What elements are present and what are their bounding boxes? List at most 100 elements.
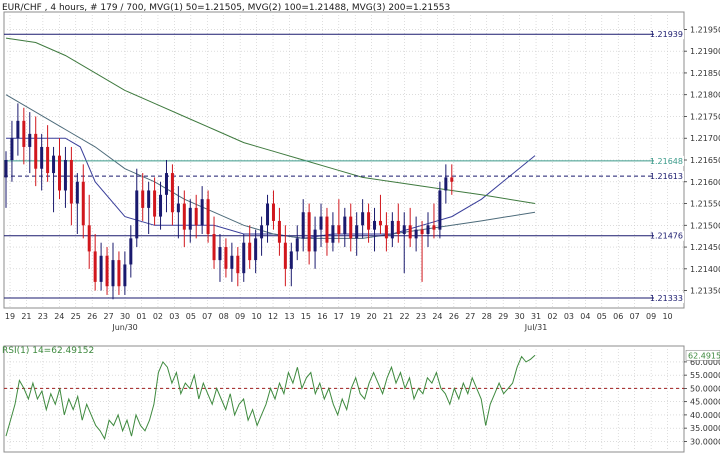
candle-body bbox=[34, 133, 38, 169]
candle-body bbox=[16, 120, 20, 139]
rsi-grid bbox=[4, 346, 684, 452]
x-tick-label: 26 bbox=[449, 312, 459, 321]
candle-body bbox=[164, 173, 168, 195]
x-tick-label: 29 bbox=[498, 312, 508, 321]
y-tick-label: 1.21400 bbox=[690, 265, 720, 274]
x-tick-label: 07 bbox=[630, 312, 640, 321]
x-tick-label: 16 bbox=[317, 312, 327, 321]
y-tick-label: 1.21750 bbox=[690, 112, 720, 121]
x-tick-label: 22 bbox=[399, 312, 409, 321]
candle-body bbox=[319, 216, 323, 230]
x-tick-label: 12 bbox=[268, 312, 278, 321]
ma-line-0 bbox=[6, 137, 536, 239]
x-tick-label: 30 bbox=[515, 312, 525, 321]
x-tick-label: 23 bbox=[416, 312, 426, 321]
x-tick-label: 02 bbox=[153, 312, 163, 321]
x-tick-label: 19 bbox=[5, 312, 15, 321]
candle-body bbox=[384, 225, 388, 239]
rsi-tick-label: 55.00000 bbox=[690, 371, 720, 380]
y-tick-label: 1.21650 bbox=[690, 156, 720, 165]
candle-body bbox=[135, 190, 139, 239]
candle-body bbox=[373, 220, 377, 230]
x-tick-label: 19 bbox=[350, 312, 360, 321]
rsi-tick-label: 50.00000 bbox=[690, 384, 720, 393]
rsi-line bbox=[5, 354, 536, 441]
x-tick-label: 15 bbox=[301, 312, 311, 321]
x-tick-label: 03 bbox=[169, 312, 179, 321]
x-tick-label: 09 bbox=[646, 312, 656, 321]
rsi-line-group bbox=[5, 354, 536, 441]
candle-body bbox=[444, 177, 448, 191]
y-tick-label: 1.21500 bbox=[690, 221, 720, 230]
rsi-tick-label: 60.00000 bbox=[690, 358, 720, 367]
x-tick-label: 10 bbox=[251, 312, 261, 321]
candle-body bbox=[361, 212, 365, 226]
rsi-panel[interactable] bbox=[3, 345, 685, 453]
x-tick-label: 07 bbox=[202, 312, 212, 321]
rsi-axis: 60.00000 55.00000 50.00000 45.00000 40.00000… bbox=[684, 349, 720, 446]
rsi-current-label: 62.49152 bbox=[688, 351, 720, 360]
candle-body bbox=[81, 181, 85, 226]
x-tick-label: 17 bbox=[334, 312, 344, 321]
candle-body bbox=[248, 242, 252, 261]
candle-body bbox=[254, 238, 258, 261]
candle-body bbox=[438, 190, 442, 230]
candle-body bbox=[414, 229, 418, 239]
rsi-tick-label: 35.00000 bbox=[690, 424, 720, 433]
candle-body bbox=[129, 238, 133, 265]
candle-body bbox=[266, 203, 270, 226]
level-label: 1.21939 bbox=[650, 30, 683, 39]
candle-body bbox=[432, 225, 436, 230]
level-label: 1.21648 bbox=[650, 157, 683, 166]
x-tick-label: 20 bbox=[367, 312, 377, 321]
candle-body bbox=[390, 220, 394, 239]
x-tick-label: 02 bbox=[547, 312, 557, 321]
candle-body bbox=[57, 155, 61, 191]
y-tick-label: 1.21550 bbox=[690, 200, 720, 209]
candle-body bbox=[450, 177, 454, 182]
candle-body bbox=[28, 133, 32, 147]
x-tick-label: 08 bbox=[219, 312, 229, 321]
candle-body bbox=[69, 160, 73, 204]
candle-body bbox=[75, 181, 79, 204]
candle-body bbox=[111, 260, 115, 287]
x-tick-label: 21 bbox=[383, 312, 393, 321]
x-tick-label: 13 bbox=[284, 312, 294, 321]
candle-body bbox=[402, 225, 406, 234]
x-tick-label: 05 bbox=[186, 312, 196, 321]
candle-body bbox=[4, 160, 8, 178]
candle-body bbox=[159, 194, 163, 217]
x-tick-label: 28 bbox=[482, 312, 492, 321]
x-tick-label: 10 bbox=[662, 312, 672, 321]
x-tick-label: 25 bbox=[71, 312, 81, 321]
x-tick-label: 30 bbox=[120, 312, 130, 321]
candle-body bbox=[271, 203, 275, 221]
x-tick-label: 24 bbox=[432, 312, 442, 321]
candle-body bbox=[99, 255, 103, 282]
candle-body bbox=[307, 212, 311, 252]
candle-body bbox=[123, 264, 127, 287]
candle-body bbox=[206, 199, 210, 234]
candle-body bbox=[170, 173, 174, 213]
y-tick-label: 1.21800 bbox=[690, 91, 720, 100]
candle-body bbox=[236, 255, 240, 274]
level-label-bg bbox=[654, 155, 684, 166]
candle-body bbox=[182, 203, 186, 230]
level-label-bg bbox=[654, 29, 684, 40]
candle-body bbox=[200, 199, 204, 226]
candle-body bbox=[63, 160, 67, 191]
x-sublabel-jun: Jun/30 bbox=[111, 323, 137, 332]
rsi-tick-label: 30.00000 bbox=[690, 437, 720, 446]
level-label: 1.21476 bbox=[650, 232, 683, 241]
y-tick-label: 1.21900 bbox=[690, 47, 720, 56]
candle-body bbox=[325, 216, 329, 243]
x-tick-label: 23 bbox=[38, 312, 48, 321]
level-label-bg bbox=[654, 171, 684, 182]
candles bbox=[4, 103, 454, 300]
candle-body bbox=[46, 146, 50, 174]
rsi-tick-label: 40.00000 bbox=[690, 411, 720, 420]
y-tick-label: 1.21950 bbox=[690, 25, 720, 34]
price-axis: 1.21950 1.21900 1.21850 1.21800 1.21750 1.217… bbox=[684, 25, 720, 296]
